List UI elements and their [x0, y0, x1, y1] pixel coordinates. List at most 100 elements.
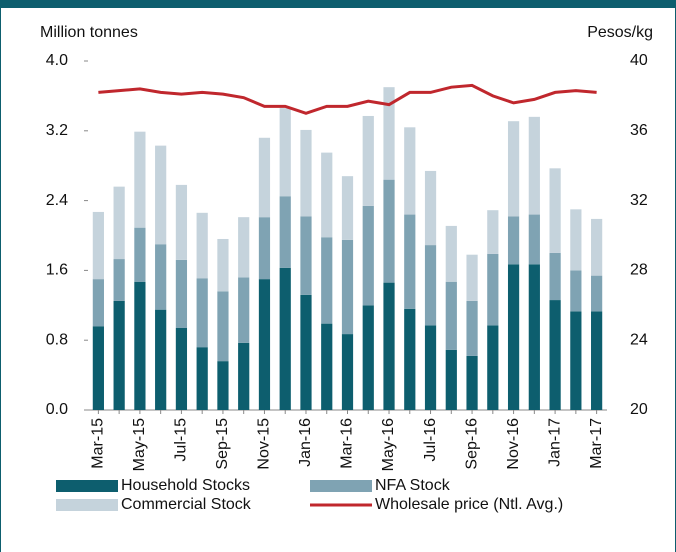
bar-segment: [424, 170, 437, 246]
bar-segment: [591, 275, 603, 312]
bar-segment: [175, 184, 188, 260]
bar-segment: [300, 216, 312, 295]
bar-segment: [362, 305, 374, 410]
y2-tick-label: 32: [630, 192, 648, 209]
bar-segment: [362, 205, 374, 306]
bar-segment: [549, 168, 561, 253]
bar-segment: [528, 264, 540, 410]
bar-segment: [445, 281, 457, 350]
bar-segment: [383, 282, 395, 410]
bar-segment: [155, 309, 167, 410]
bar-segment: [196, 212, 208, 279]
bar-segment: [404, 127, 416, 215]
bar-segment: [134, 281, 146, 410]
y2-tick-label: 24: [630, 331, 648, 348]
bar-segment: [258, 279, 271, 410]
bar-segment: [217, 361, 229, 410]
bar-segment: [113, 300, 125, 410]
bar-segment: [155, 244, 167, 310]
bar-segment: [466, 355, 478, 410]
bar-segment: [217, 291, 229, 362]
x-tick-label: Nov-15: [256, 418, 273, 470]
bar-segment: [591, 311, 603, 410]
bar-segment: [279, 267, 291, 410]
y-axis-title: Million tonnes: [40, 24, 138, 41]
bar-segment: [383, 87, 395, 180]
bar-segment: [217, 238, 229, 292]
y-tick-label: 4.0: [46, 52, 68, 69]
x-tick-label: Mar-16: [339, 418, 356, 469]
legend-swatch: [56, 480, 118, 492]
top-band: [0, 0, 676, 8]
bar-segment: [528, 116, 540, 215]
bar-segment: [196, 278, 208, 348]
bar-segment: [321, 237, 333, 324]
bar-segment: [300, 294, 312, 410]
legend-swatch: [56, 499, 118, 511]
x-tick-label: Nov-16: [505, 418, 522, 470]
x-tick-label: Jan-17: [546, 418, 563, 467]
bar-segment: [445, 225, 457, 282]
x-tick-label: Sep-16: [463, 418, 480, 470]
y-tick-label: 0.0: [46, 401, 68, 418]
y2-axis-title: Pesos/kg: [587, 24, 653, 41]
bar-segment: [113, 259, 125, 301]
legend-swatch: [310, 480, 372, 492]
bar-segment: [466, 300, 478, 356]
x-tick-label: Jul-16: [422, 418, 439, 462]
y-tick-label: 1.6: [46, 262, 68, 279]
bar-segment: [279, 108, 291, 197]
bar-segment: [487, 210, 499, 254]
x-tick-label: Jul-15: [173, 418, 190, 462]
bar-segment: [113, 186, 125, 260]
bar-segment: [238, 342, 250, 410]
bar-segment: [175, 259, 188, 328]
bar-segment: [404, 214, 416, 309]
bar-segment: [362, 115, 374, 206]
y-tick-label: 0.8: [46, 331, 68, 348]
bar-segment: [92, 211, 104, 280]
y2-tick-label: 40: [630, 52, 648, 69]
bar-segment: [92, 326, 104, 410]
bar-segment: [570, 209, 582, 271]
y2-tick-label: 20: [630, 401, 648, 418]
x-tick-label: Sep-15: [214, 418, 231, 470]
bar-segment: [424, 325, 437, 410]
bar-segment: [466, 254, 478, 301]
bar-segment: [321, 323, 333, 410]
bar-segment: [341, 176, 354, 240]
bar-segment: [238, 217, 250, 278]
y-tick-label: 3.2: [46, 122, 68, 139]
bar-segment: [196, 347, 208, 410]
bar-segment: [258, 217, 271, 280]
bar-segment: [341, 334, 354, 410]
bar-segment: [570, 311, 582, 410]
bar-segment: [238, 277, 250, 343]
bar-segment: [445, 349, 457, 410]
bar-segment: [321, 152, 333, 238]
y2-tick-label: 28: [630, 262, 648, 279]
bar-segment: [424, 245, 437, 326]
legend-label: NFA Stock: [375, 477, 451, 494]
x-tick-label: Mar-17: [588, 418, 605, 469]
x-tick-label: Jan-16: [297, 418, 314, 467]
bar-segment: [507, 121, 520, 217]
bar-segment: [300, 129, 312, 217]
legend-label: Wholesale price (Ntl. Avg.): [375, 496, 563, 513]
bar-segment: [279, 196, 291, 268]
bar-segment: [155, 145, 167, 245]
bar-segment: [92, 279, 104, 327]
y-tick-label: 2.4: [46, 192, 68, 209]
bar-segment: [383, 179, 395, 283]
bar-segment: [549, 252, 561, 301]
price-line: [98, 83, 597, 115]
legend-label: Household Stocks: [121, 477, 250, 494]
bar-segment: [487, 253, 499, 326]
x-tick-label: Mar-15: [90, 418, 107, 469]
bar-segment: [258, 137, 271, 218]
bar-segment: [134, 227, 146, 282]
bar-segment: [341, 239, 354, 335]
bar-segment: [591, 218, 603, 276]
bar-segment: [507, 264, 520, 410]
